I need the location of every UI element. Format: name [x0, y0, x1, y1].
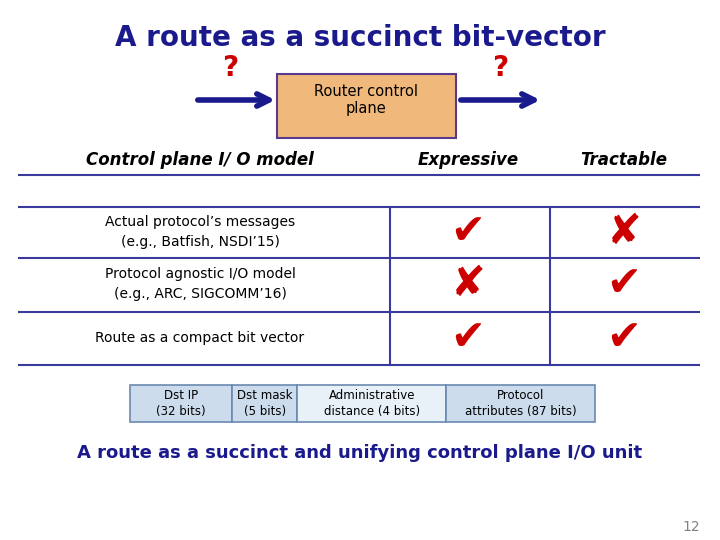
Text: ✘: ✘ — [606, 211, 642, 253]
Text: 12: 12 — [683, 520, 700, 534]
Text: ✔: ✔ — [606, 317, 642, 359]
Text: Control plane I/ O model: Control plane I/ O model — [86, 151, 314, 169]
Text: ?: ? — [222, 54, 238, 82]
Text: Tractable: Tractable — [580, 151, 667, 169]
Text: ✔: ✔ — [451, 211, 485, 253]
FancyBboxPatch shape — [277, 74, 456, 138]
Text: A route as a succinct bit-vector: A route as a succinct bit-vector — [114, 24, 606, 52]
Text: Route as a compact bit vector: Route as a compact bit vector — [96, 331, 305, 345]
Text: A route as a succinct and unifying control plane I/O unit: A route as a succinct and unifying contr… — [78, 444, 642, 462]
Text: ?: ? — [492, 54, 508, 82]
Text: distance (4 bits): distance (4 bits) — [324, 405, 420, 418]
Text: Administrative: Administrative — [328, 389, 415, 402]
Text: (e.g., Batfish, NSDI’15): (e.g., Batfish, NSDI’15) — [120, 235, 279, 249]
Text: ✘: ✘ — [451, 263, 485, 305]
Text: (32 bits): (32 bits) — [156, 405, 206, 418]
Text: Expressive: Expressive — [418, 151, 518, 169]
Text: Protocol agnostic I/O model: Protocol agnostic I/O model — [104, 267, 295, 281]
Text: attributes (87 bits): attributes (87 bits) — [465, 405, 577, 418]
Bar — [446, 385, 595, 422]
Text: ✔: ✔ — [606, 263, 642, 305]
Bar — [233, 385, 297, 422]
Text: (e.g., ARC, SIGCOMM’16): (e.g., ARC, SIGCOMM’16) — [114, 287, 287, 301]
Text: Dst IP: Dst IP — [164, 389, 198, 402]
Text: Dst mask: Dst mask — [237, 389, 292, 402]
Text: (5 bits): (5 bits) — [244, 405, 286, 418]
Text: Router control
plane: Router control plane — [314, 84, 418, 116]
Text: ✔: ✔ — [451, 317, 485, 359]
Bar — [130, 385, 233, 422]
Bar — [297, 385, 446, 422]
Text: Protocol: Protocol — [497, 389, 544, 402]
Text: Actual protocol’s messages: Actual protocol’s messages — [105, 215, 295, 229]
